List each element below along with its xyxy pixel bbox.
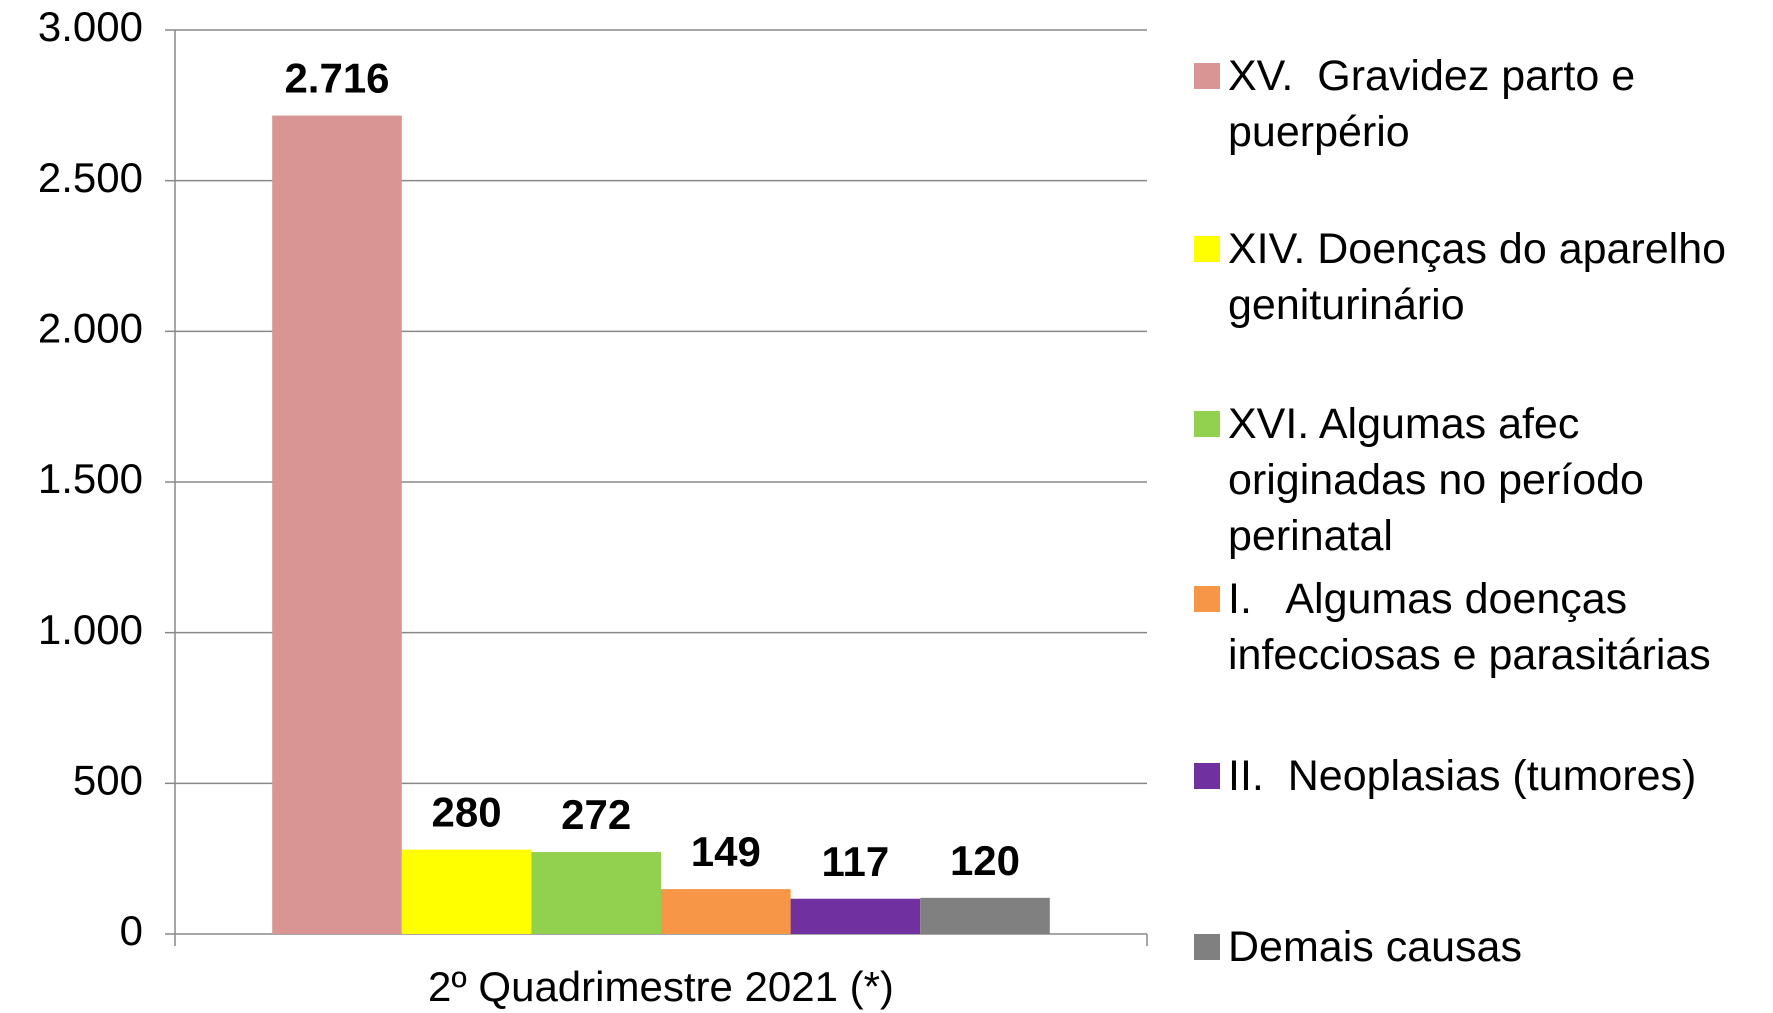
- y-tick-label: 2.000: [38, 304, 143, 351]
- legend-item: XVI. Algumas afec originadas no período …: [1194, 396, 1769, 564]
- data-label: 117: [822, 838, 890, 885]
- legend-label: XVI. Algumas afec originadas no período …: [1228, 400, 1656, 560]
- legend-swatch: [1194, 763, 1220, 789]
- legend-item: XIV. Doenças do aparelho geniturinário: [1194, 221, 1769, 333]
- legend-swatch: [1194, 411, 1220, 437]
- legend-item: II. Neoplasias (tumores): [1194, 748, 1769, 804]
- data-label: 272: [561, 791, 631, 838]
- legend-item: XV. Gravidez parto e puerpério: [1194, 48, 1769, 160]
- x-tick-label: 2º Quadrimestre 2021 (*): [428, 963, 894, 1010]
- y-tick-label: 1.500: [38, 455, 143, 502]
- bar: [790, 898, 921, 934]
- legend-item: Demais causas: [1194, 919, 1769, 975]
- legend-swatch: [1194, 934, 1220, 960]
- legend-item: I. Algumas doenças infecciosas e parasit…: [1194, 571, 1769, 683]
- y-tick-label: 3.000: [38, 3, 143, 50]
- bar: [401, 849, 532, 934]
- data-label: 120: [950, 837, 1020, 884]
- data-label: 280: [432, 789, 502, 836]
- bar: [531, 852, 661, 934]
- legend-label: XIV. Doenças do aparelho geniturinário: [1228, 225, 1739, 329]
- y-tick-label: 1.000: [38, 606, 143, 653]
- legend-label: XV. Gravidez parto e puerpério: [1228, 52, 1648, 156]
- legend-label: II. Neoplasias (tumores): [1228, 752, 1697, 800]
- bar: [272, 115, 402, 934]
- bar: [661, 889, 791, 934]
- legend-swatch: [1194, 236, 1220, 262]
- y-tick-label: 0: [120, 907, 143, 954]
- data-label: 149: [691, 828, 761, 875]
- data-label: 2.716: [284, 55, 389, 102]
- legend-label: I. Algumas doenças infecciosas e parasit…: [1228, 575, 1711, 679]
- y-tick-label: 2.500: [38, 154, 143, 201]
- legend-swatch: [1194, 586, 1220, 612]
- legend-label: Demais causas: [1228, 923, 1522, 971]
- y-tick-label: 500: [73, 756, 143, 803]
- legend-swatch: [1194, 63, 1220, 89]
- bar: [920, 897, 1050, 934]
